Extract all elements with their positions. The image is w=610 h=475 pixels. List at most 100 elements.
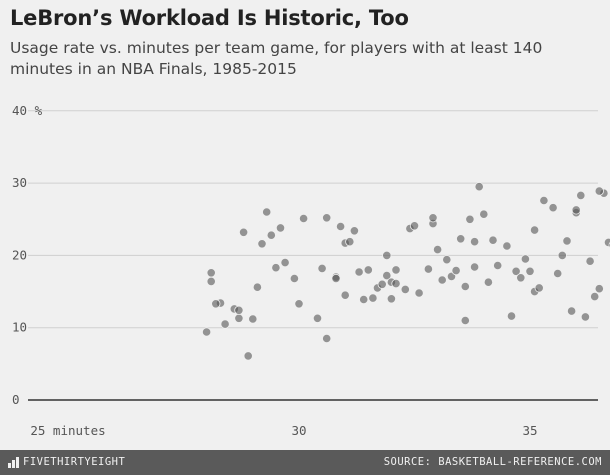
y-tick-label: 20 — [12, 247, 27, 262]
data-point — [580, 312, 591, 322]
data-point — [566, 306, 577, 316]
y-tick-label: 10 — [12, 320, 27, 335]
data-point — [382, 270, 392, 281]
data-point — [562, 236, 572, 246]
data-point — [331, 273, 341, 284]
data-point — [451, 265, 461, 276]
data-point — [349, 226, 359, 236]
data-point — [243, 351, 253, 361]
data-point — [345, 237, 355, 247]
data-point — [266, 230, 276, 240]
data-point — [460, 315, 470, 326]
data-point — [414, 288, 424, 298]
data-point — [571, 205, 581, 215]
data-point — [386, 294, 396, 304]
data-point — [400, 284, 410, 294]
data-point — [483, 277, 493, 287]
data-point — [409, 221, 420, 231]
data-point — [289, 273, 299, 284]
data-point — [280, 257, 290, 268]
data-point — [529, 225, 540, 235]
data-point — [234, 305, 244, 315]
source-note: SOURCE: BASKETBALL-REFERENCE.COM — [383, 456, 602, 468]
data-point — [354, 267, 364, 277]
data-point — [359, 294, 369, 305]
data-point — [298, 213, 309, 224]
data-point — [335, 221, 346, 232]
data-point — [534, 283, 544, 293]
data-point — [294, 299, 304, 309]
data-point — [557, 250, 567, 260]
data-point — [391, 278, 401, 289]
data-point — [576, 190, 586, 200]
data-point — [511, 266, 521, 276]
chart-title: LeBron’s Workload Is Historic, Too — [10, 6, 409, 30]
data-point — [539, 195, 549, 206]
data-point — [469, 262, 480, 272]
data-point — [317, 263, 327, 273]
data-point — [502, 241, 512, 251]
data-point — [548, 203, 558, 213]
data-point — [220, 319, 230, 329]
data-point — [322, 213, 332, 223]
data-point — [456, 234, 466, 244]
data-point — [553, 268, 563, 279]
bar-chart-icon — [8, 456, 19, 468]
data-point — [520, 254, 531, 264]
data-point — [460, 281, 470, 292]
data-point — [423, 264, 433, 274]
data-point — [442, 255, 452, 265]
y-tick-label: 0 — [12, 392, 20, 407]
data-point — [428, 213, 438, 223]
y-tick-label: 30 — [12, 175, 27, 190]
data-point — [437, 275, 447, 285]
brand: FIVETHIRTYEIGHT — [8, 456, 125, 468]
data-point — [391, 265, 401, 275]
data-point — [234, 313, 244, 323]
data-point — [488, 235, 498, 245]
data-point — [275, 223, 286, 233]
data-point — [271, 263, 281, 273]
brand-name: FIVETHIRTYEIGHT — [23, 456, 126, 468]
data-point — [211, 299, 221, 309]
data-point — [252, 282, 262, 292]
data-point — [382, 250, 392, 260]
x-tick-label: 35 — [522, 423, 537, 438]
y-axis-ticks: 0 10 20 30 40 % — [12, 103, 43, 407]
data-point — [506, 311, 517, 321]
data-point — [239, 227, 249, 237]
data-point — [262, 207, 272, 217]
data-point — [479, 209, 489, 219]
data-point — [206, 268, 216, 278]
x-tick-label: 30 — [291, 423, 306, 438]
data-point — [603, 237, 610, 247]
data-point — [206, 276, 216, 286]
data-point — [257, 239, 267, 249]
y-tick-label: 40 % — [12, 103, 43, 118]
data-point — [363, 265, 373, 275]
data-point — [594, 284, 604, 294]
data-point — [474, 182, 484, 192]
data-point — [594, 186, 604, 196]
data-point — [377, 279, 387, 289]
data-point — [516, 273, 526, 283]
data-point — [368, 293, 378, 303]
data-points — [202, 182, 610, 361]
x-tick-label: 25 minutes — [30, 423, 105, 438]
x-axis-ticks: 25 minutes30354045 — [30, 423, 537, 438]
data-point — [432, 245, 443, 255]
data-point — [465, 214, 475, 224]
data-point — [525, 266, 535, 276]
data-point — [469, 237, 480, 247]
data-point — [248, 314, 258, 324]
data-point — [202, 327, 212, 337]
data-point — [585, 256, 595, 266]
data-point — [340, 290, 350, 300]
gridlines — [28, 110, 598, 401]
data-point — [590, 291, 600, 302]
chart-subtitle: Usage rate vs. minutes per team game, fo… — [10, 39, 543, 78]
data-point — [493, 260, 503, 271]
footer-bar: FIVETHIRTYEIGHT SOURCE: BASKETBALL-REFER… — [0, 450, 610, 475]
data-point — [322, 333, 332, 344]
